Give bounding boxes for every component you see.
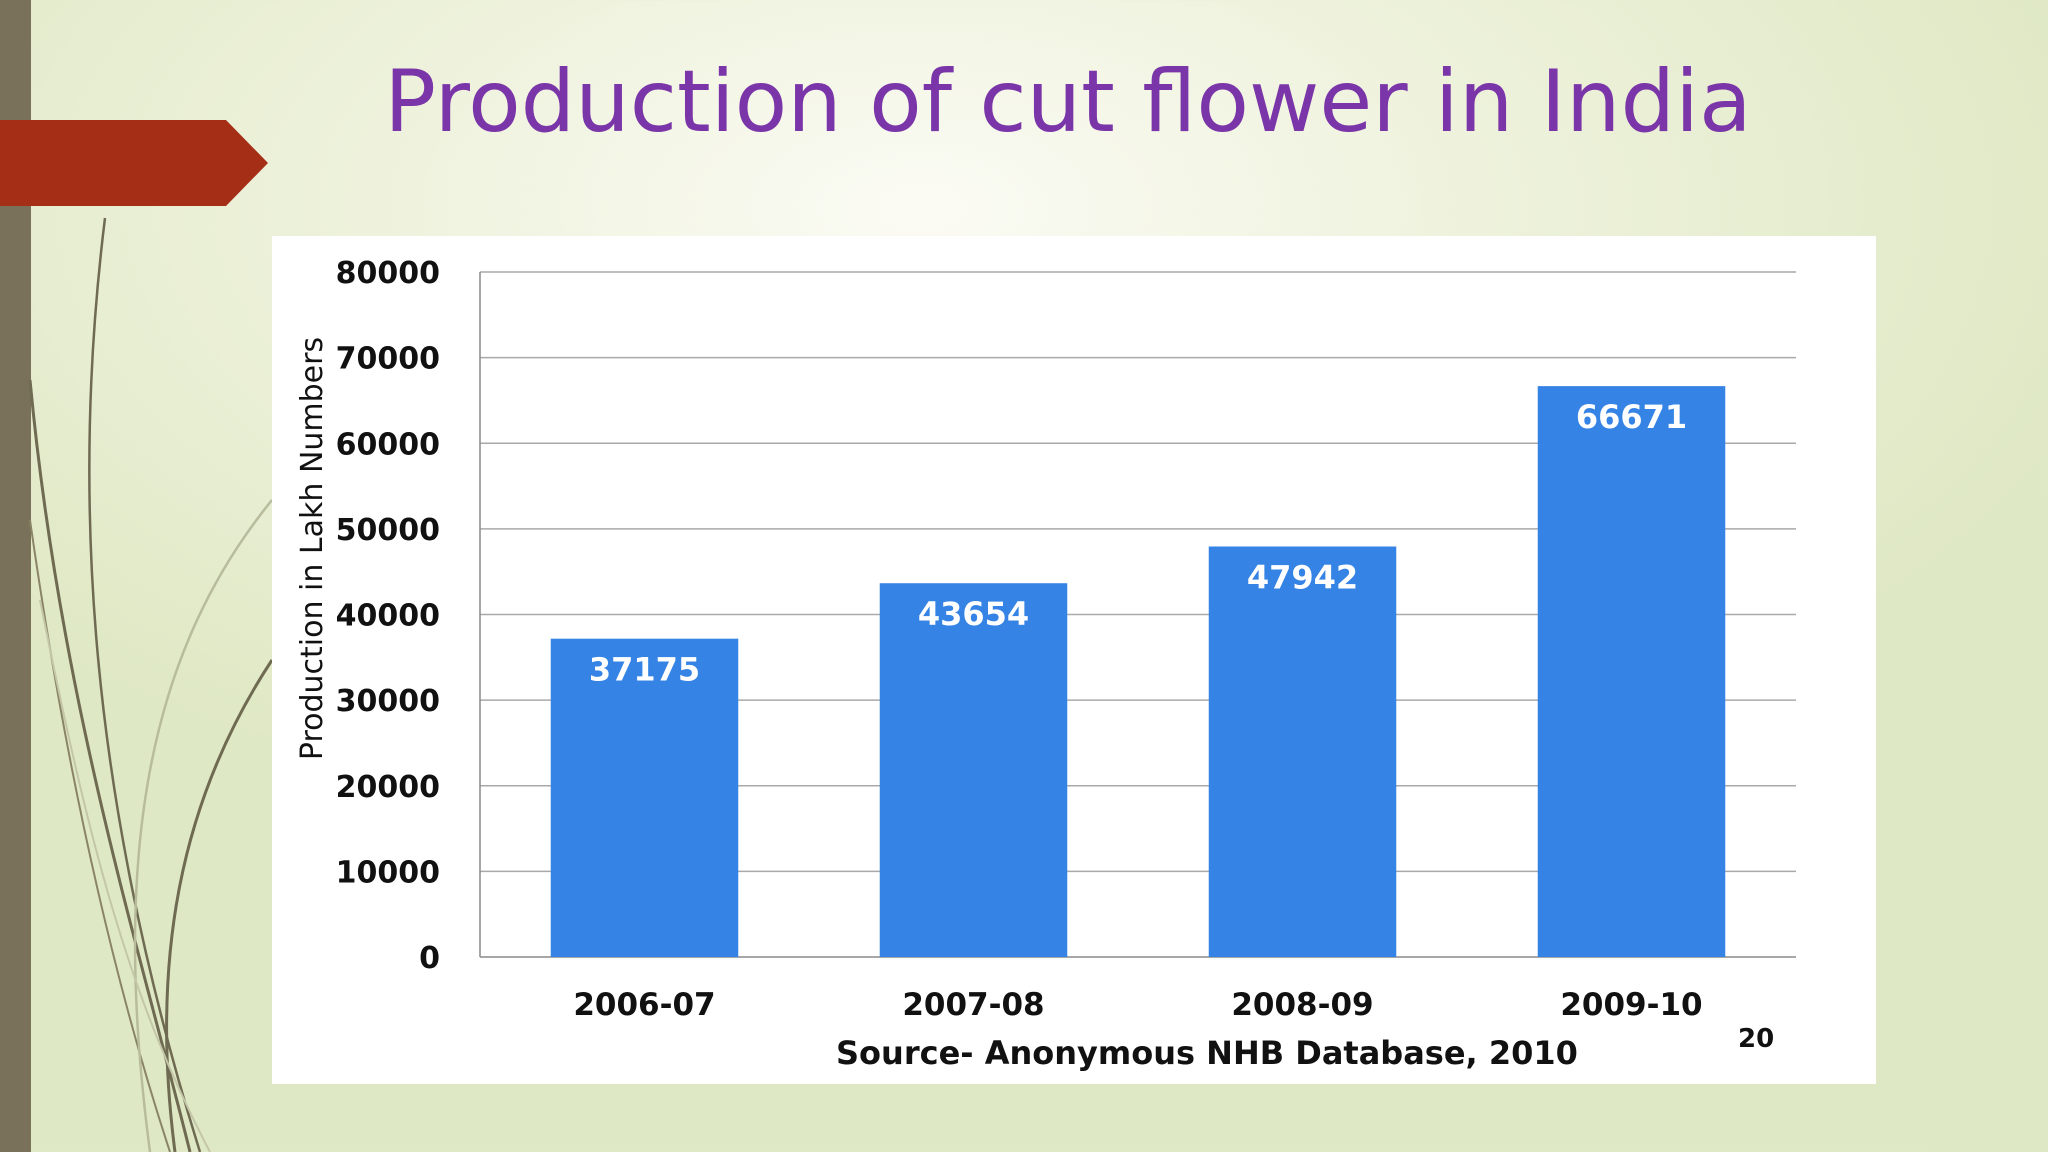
bar-2008-09 — [1208, 546, 1397, 957]
x-tick-label: 2007-08 — [902, 987, 1044, 1023]
bar-2006-07 — [550, 638, 739, 957]
y-tick-label: 10000 — [336, 855, 440, 890]
y-tick-label: 0 — [419, 941, 440, 976]
y-tick-labels: 0 10000 20000 30000 40000 50000 60000 70000 8000… — [336, 256, 440, 976]
y-tick-label: 80000 — [336, 256, 440, 291]
decorative-grass-lines — [28, 217, 274, 1152]
slide-title: Production of cut flower in India — [384, 52, 1752, 152]
y-tick-label: 60000 — [336, 427, 440, 462]
bars — [550, 386, 1726, 957]
x-tick-label: 2008-09 — [1231, 987, 1373, 1023]
y-axis-label: Production in Lakh Numbers — [295, 337, 330, 760]
x-tick-labels: 2006-07 2007-08 2008-09 2009-10 — [573, 987, 1702, 1023]
y-tick-label: 70000 — [336, 342, 440, 377]
bar-value-label: 37175 — [589, 651, 700, 689]
source-note: Source- Anonymous NHB Database, 2010 — [836, 1034, 1578, 1072]
x-tick-label: 2006-07 — [573, 987, 715, 1023]
y-tick-label: 30000 — [336, 684, 440, 719]
data-labels: 37175 43654 47942 66671 — [589, 398, 1687, 689]
bar-2007-08 — [879, 583, 1068, 957]
bar-2009-10 — [1537, 386, 1726, 957]
bar-value-label: 47942 — [1247, 558, 1358, 596]
bar-value-label: 66671 — [1576, 398, 1687, 436]
y-tick-label: 40000 — [336, 599, 440, 634]
chart-panel: 37175 43654 47942 66671 0 10000 20000 30000 400… — [272, 236, 1876, 1084]
bar-chart: 37175 43654 47942 66671 0 10000 20000 30000 400… — [295, 256, 1796, 1023]
y-tick-label: 50000 — [336, 513, 440, 548]
y-tick-label: 20000 — [336, 770, 440, 805]
bar-value-label: 43654 — [918, 595, 1029, 633]
title-arrow-shape — [0, 120, 268, 206]
x-tick-label: 2009-10 — [1560, 987, 1702, 1023]
slide-number: 20 — [1738, 1024, 1775, 1054]
